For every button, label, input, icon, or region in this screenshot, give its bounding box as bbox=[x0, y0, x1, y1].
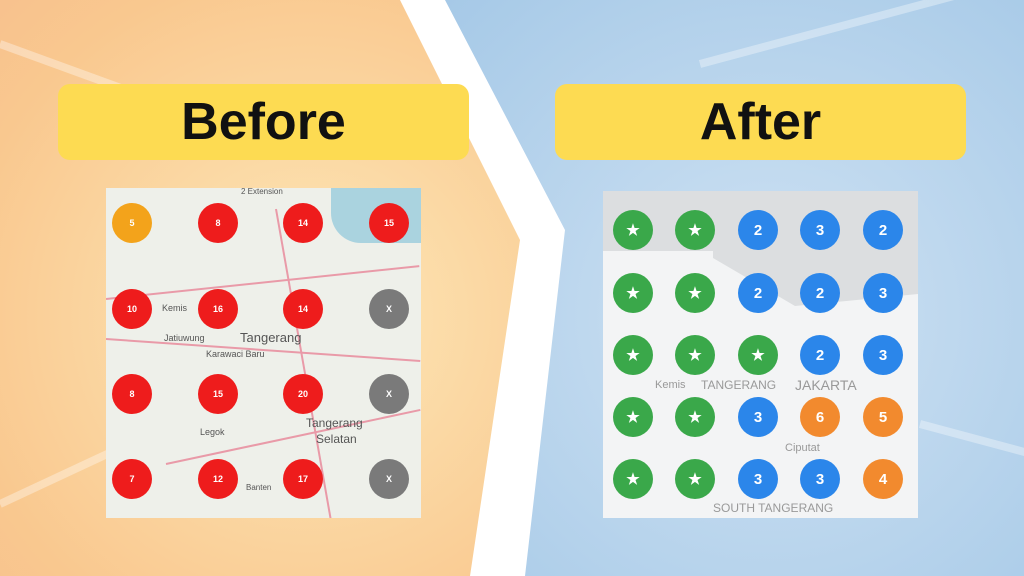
x-marker[interactable]: X bbox=[369, 374, 409, 414]
map-label: Tangerang bbox=[306, 416, 363, 430]
map-label: SOUTH TANGERANG bbox=[713, 501, 834, 515]
road bbox=[106, 265, 420, 300]
star-marker[interactable]: ★ bbox=[675, 459, 715, 499]
star-marker[interactable]: ★ bbox=[738, 335, 778, 375]
count-marker[interactable]: 20 bbox=[283, 374, 323, 414]
map-label: Kemis bbox=[655, 379, 686, 391]
map-label: Banten bbox=[246, 483, 272, 492]
star-marker[interactable]: ★ bbox=[675, 210, 715, 250]
count-marker[interactable]: 7 bbox=[112, 459, 152, 499]
count-marker[interactable]: 3 bbox=[738, 397, 778, 437]
star-marker[interactable]: ★ bbox=[613, 335, 653, 375]
before-label: Before bbox=[58, 84, 469, 160]
star-marker[interactable]: ★ bbox=[613, 273, 653, 313]
count-marker[interactable]: 12 bbox=[198, 459, 238, 499]
count-marker[interactable]: 3 bbox=[863, 335, 903, 375]
count-marker[interactable]: 8 bbox=[112, 374, 152, 414]
star-marker[interactable]: ★ bbox=[613, 397, 653, 437]
map-label: Legok bbox=[200, 427, 225, 437]
count-marker[interactable]: 17 bbox=[283, 459, 323, 499]
count-marker[interactable]: 3 bbox=[800, 459, 840, 499]
count-marker[interactable]: 5 bbox=[863, 397, 903, 437]
count-marker[interactable]: 2 bbox=[800, 335, 840, 375]
count-marker[interactable]: 6 bbox=[800, 397, 840, 437]
star-marker[interactable]: ★ bbox=[675, 397, 715, 437]
map-label: Tangerang bbox=[240, 330, 302, 345]
map-label: Jatiuwung bbox=[164, 333, 205, 343]
count-marker[interactable]: 2 bbox=[738, 273, 778, 313]
count-marker[interactable]: 10 bbox=[112, 289, 152, 329]
count-marker[interactable]: 2 bbox=[800, 273, 840, 313]
count-marker[interactable]: 3 bbox=[863, 273, 903, 313]
map-label: Karawaci Baru bbox=[206, 349, 265, 359]
count-marker[interactable]: 4 bbox=[863, 459, 903, 499]
count-marker[interactable]: 15 bbox=[369, 203, 409, 243]
star-marker[interactable]: ★ bbox=[675, 335, 715, 375]
map-label: JAKARTA bbox=[795, 377, 857, 393]
count-marker[interactable]: 3 bbox=[738, 459, 778, 499]
x-marker[interactable]: X bbox=[369, 459, 409, 499]
map-label: Ciputat bbox=[785, 442, 820, 454]
count-marker[interactable]: 14 bbox=[283, 203, 323, 243]
count-marker[interactable]: 5 bbox=[112, 203, 152, 243]
after-map: Kemis TANGERANG JAKARTA Ciputat SOUTH TA… bbox=[603, 191, 918, 518]
count-marker[interactable]: 8 bbox=[198, 203, 238, 243]
count-marker[interactable]: 3 bbox=[800, 210, 840, 250]
before-map: 2 Extension Kemis Tangerang Jatiuwung Ka… bbox=[106, 188, 421, 518]
count-marker[interactable]: 2 bbox=[738, 210, 778, 250]
map-label: TANGERANG bbox=[701, 378, 777, 392]
map-label: Kemis bbox=[162, 303, 188, 313]
count-marker[interactable]: 15 bbox=[198, 374, 238, 414]
star-marker[interactable]: ★ bbox=[613, 459, 653, 499]
count-marker[interactable]: 14 bbox=[283, 289, 323, 329]
map-label: 2 Extension bbox=[241, 188, 283, 196]
count-marker[interactable]: 16 bbox=[198, 289, 238, 329]
map-label: Selatan bbox=[316, 432, 357, 446]
count-marker[interactable]: 2 bbox=[863, 210, 903, 250]
star-marker[interactable]: ★ bbox=[675, 273, 715, 313]
x-marker[interactable]: X bbox=[369, 289, 409, 329]
after-label: After bbox=[555, 84, 966, 160]
star-marker[interactable]: ★ bbox=[613, 210, 653, 250]
